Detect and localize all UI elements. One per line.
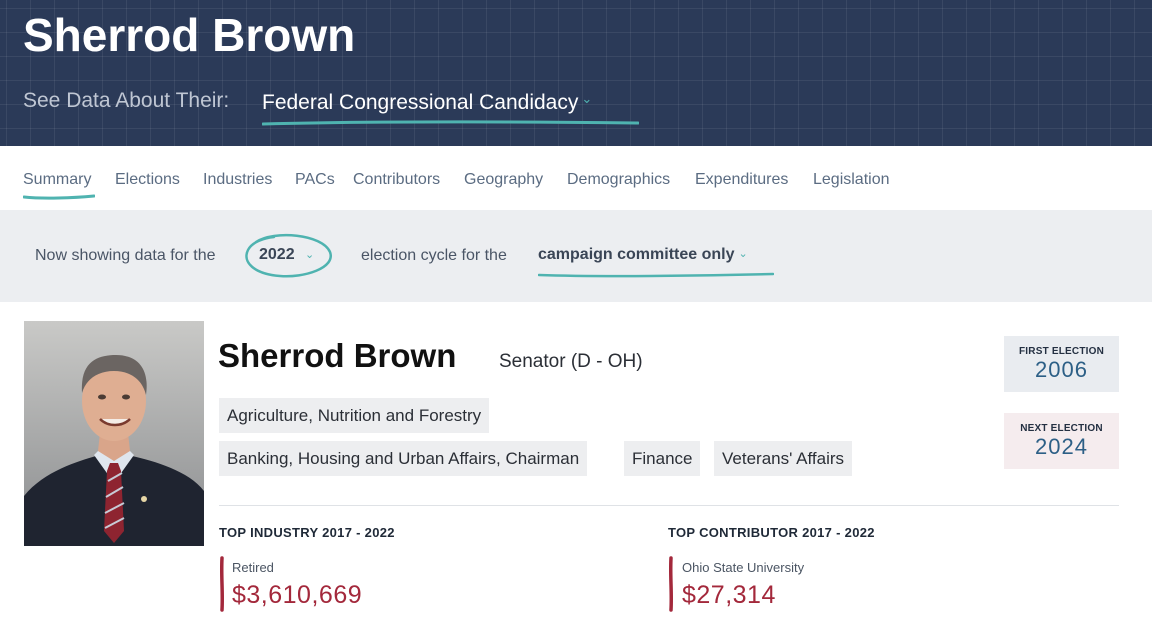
see-data-label: See Data About Their: [23,89,230,112]
page-header: Sherrod Brown See Data About Their: Fede… [0,0,1152,146]
chevron-down-icon: ⌄ [738,248,748,260]
tab-summary[interactable]: Summary [23,171,92,188]
top-industry-amount: $3,610,669 [232,581,363,609]
cycle-year-value: 2022 [259,246,295,263]
top-contributor-heading: TOP CONTRIBUTOR 2017 - 2022 [668,525,875,540]
first-election-card: FIRST ELECTION 2006 [1004,336,1119,392]
committee-dropdown[interactable]: campaign committee only ⌄ [538,246,774,280]
page-title: Sherrod Brown [23,9,356,61]
tab-expenditures[interactable]: Expenditures [695,171,789,188]
tab-demographics[interactable]: Demographics [567,171,671,188]
next-election-label: NEXT ELECTION [1020,423,1103,434]
first-election-label: FIRST ELECTION [1018,346,1105,357]
top-contributor-name: Ohio State University [682,560,805,575]
cycle-middle-text: election cycle for the [361,247,507,264]
committee-chip: Agriculture, Nutrition and Forestry [219,398,490,433]
accent-bar [219,556,225,612]
underline-swoosh [262,120,639,126]
cycle-year-dropdown[interactable]: 2022 ⌄ [244,232,332,278]
next-election-card: NEXT ELECTION 2024 [1004,413,1119,469]
candidate-role: Senator (D - OH) [499,351,643,372]
committee-chip: Banking, Housing and Urban Affairs, Chai… [219,441,588,476]
year-circle-outline [245,233,332,278]
candidate-name: Sherrod Brown [218,337,457,374]
chevron-down-icon: ⌄ [581,91,593,106]
cycle-prefix-text: Now showing data for the [35,247,216,264]
active-tab-indicator [23,194,95,200]
section-tabs: Summary Elections Industries PACs Contri… [0,146,1152,210]
first-election-year: 2006 [1035,357,1088,382]
tab-contributors[interactable]: Contributors [353,171,441,188]
tab-legislation[interactable]: Legislation [813,171,890,188]
section-divider [219,505,1119,506]
top-industry-name: Retired [232,560,274,575]
top-contributor-amount: $27,314 [682,581,776,609]
next-election-year: 2024 [1035,434,1088,459]
tab-industries[interactable]: Industries [203,171,273,188]
committee-chip: Veterans' Affairs [714,441,853,476]
cycle-filter-bar: Now showing data for the 2022 ⌄ election… [0,210,1152,302]
committee-chip: Finance [624,441,701,476]
accent-bar [668,556,674,612]
chevron-down-icon: ⌄ [305,249,315,261]
data-type-dropdown[interactable]: Federal Congressional Candidacy ⌄ [262,85,639,127]
tab-pacs[interactable]: PACs [295,171,335,188]
tab-elections[interactable]: Elections [115,171,180,188]
candidate-photo [24,321,204,546]
tab-geography[interactable]: Geography [464,171,544,188]
committee-dropdown-value: campaign committee only [538,246,735,263]
underline-swoosh [538,272,774,278]
data-type-dropdown-value: Federal Congressional Candidacy [262,91,579,114]
top-industry-heading: TOP INDUSTRY 2017 - 2022 [219,525,395,540]
